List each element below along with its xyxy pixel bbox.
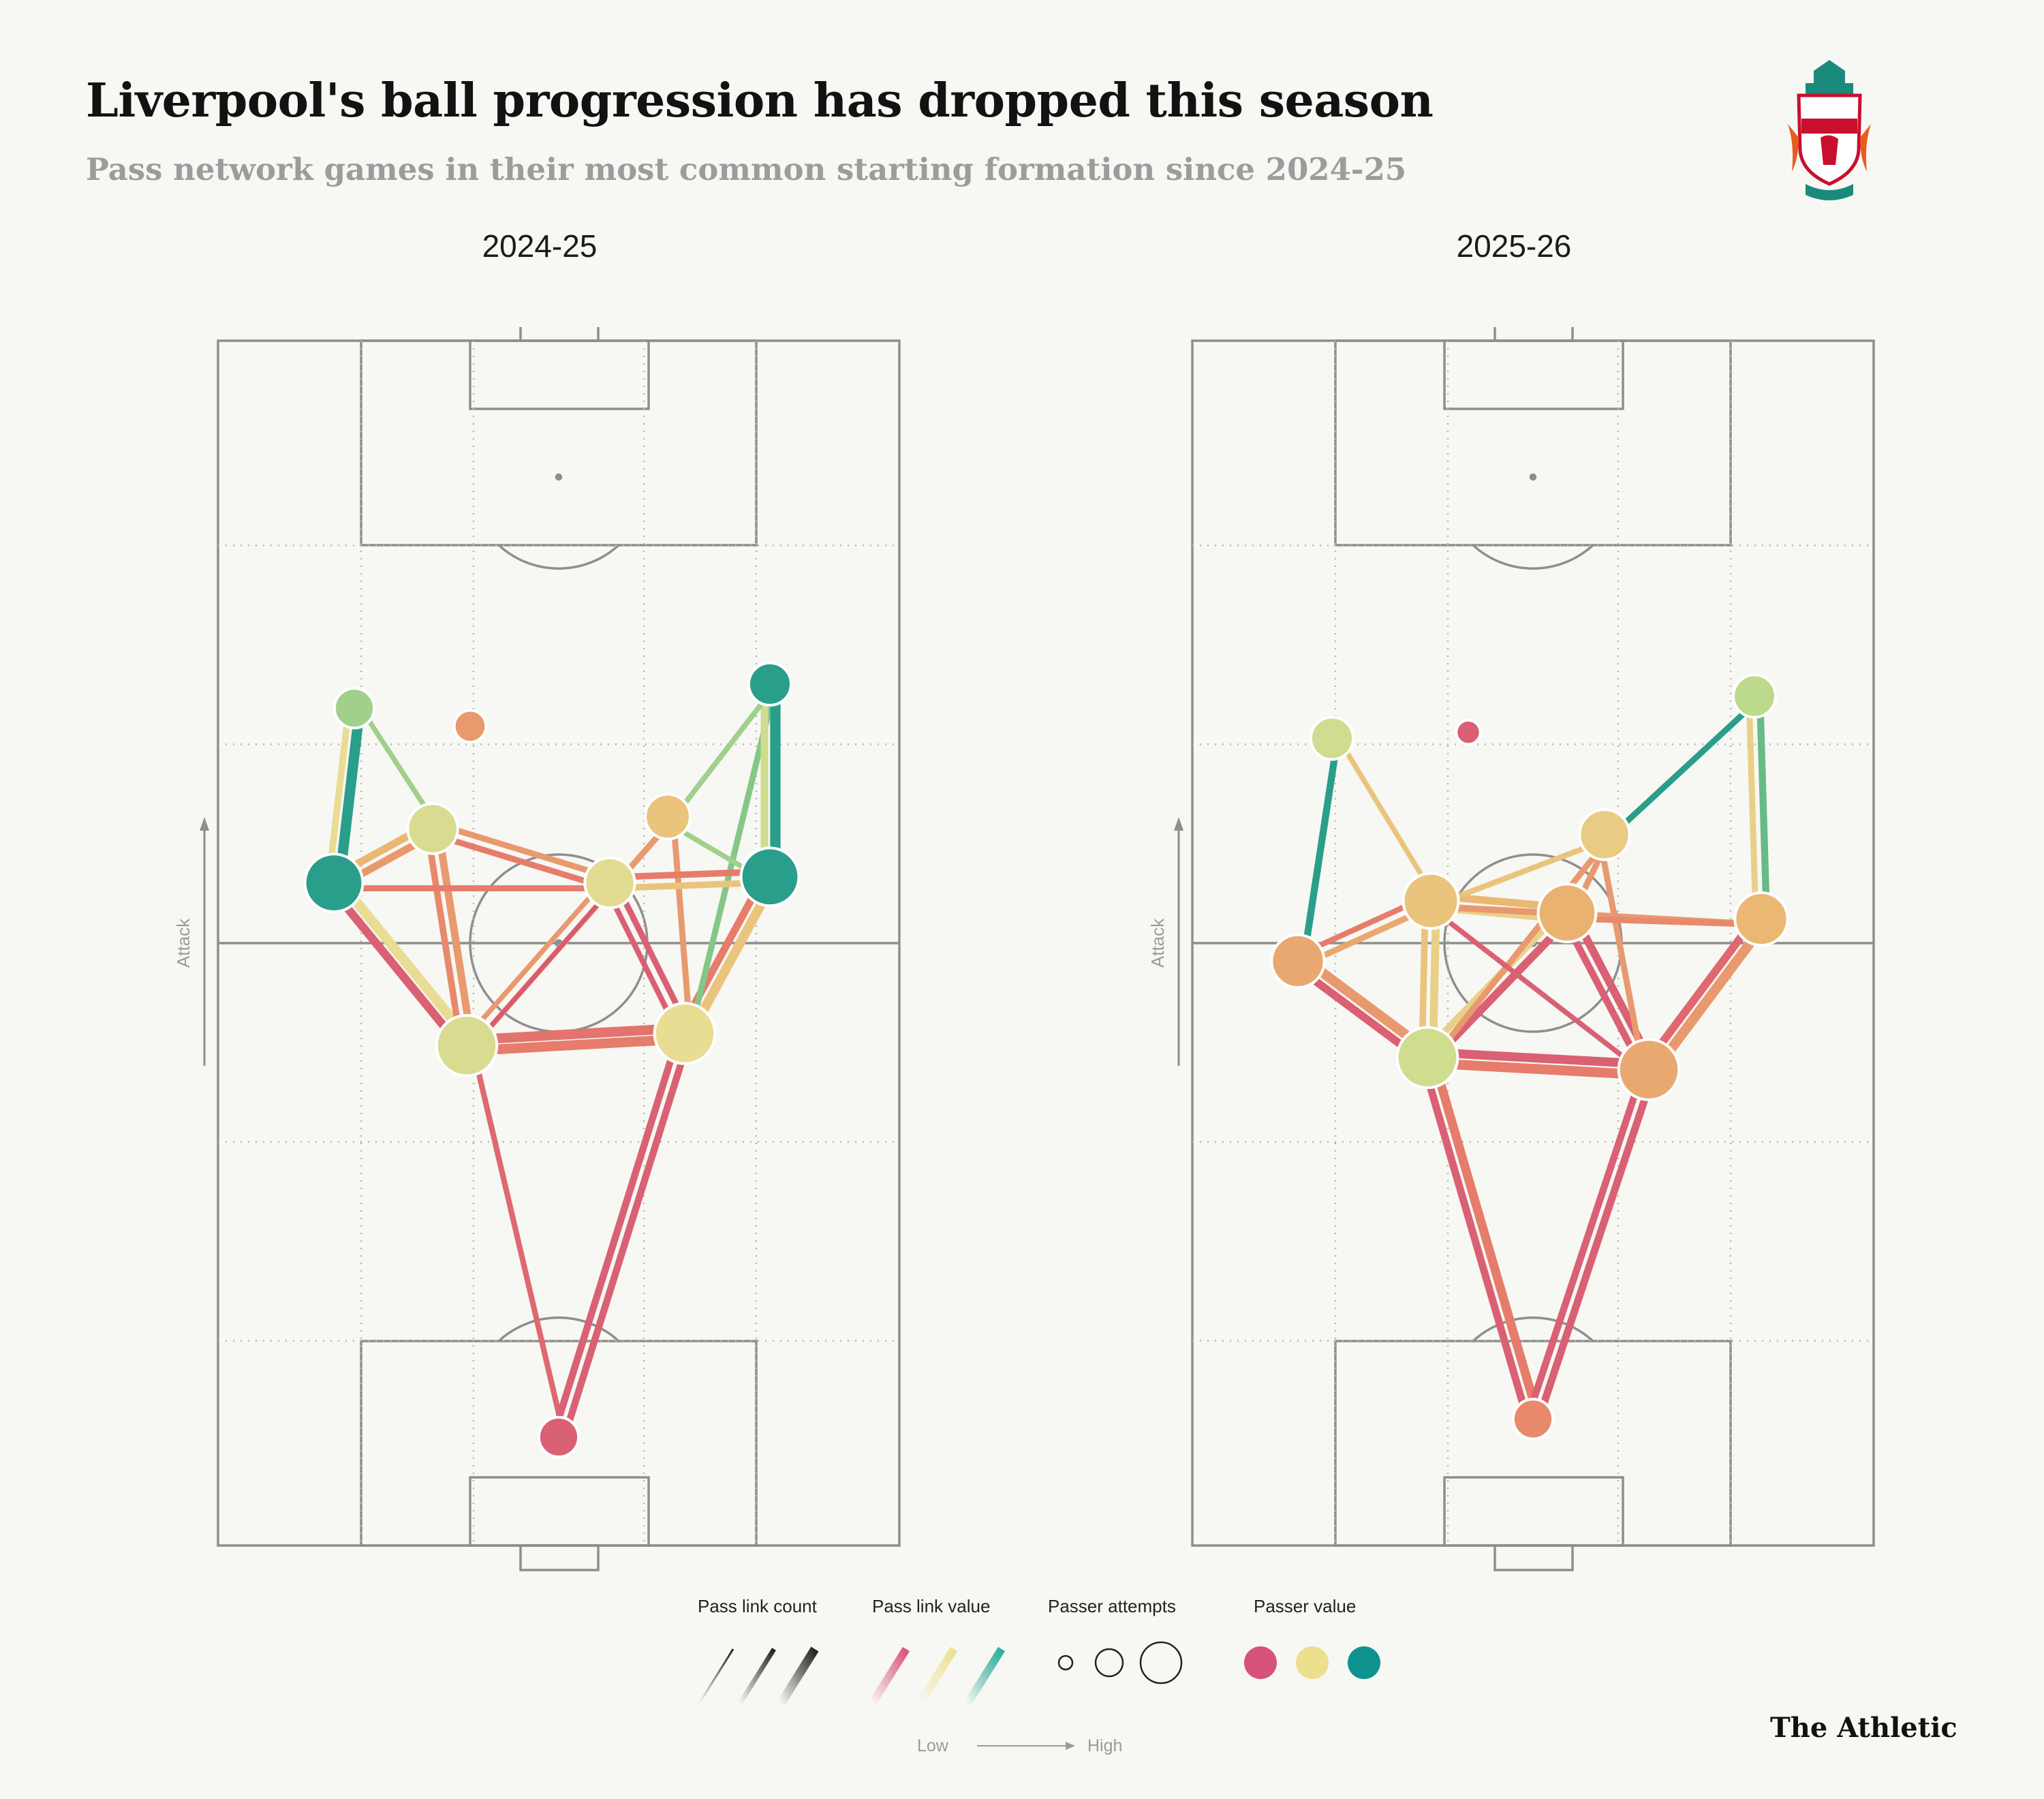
player-node-lb <box>303 852 365 913</box>
pass-link-rcm-rw <box>670 686 777 822</box>
pass-link-cm-rb <box>1566 915 1761 928</box>
player-node-lb <box>1270 933 1326 989</box>
player-node-rcb <box>653 1002 717 1065</box>
player-node-rcb <box>1617 1038 1681 1101</box>
player-node-rw <box>747 661 792 707</box>
pitch-2025-26: Attack <box>1147 327 1875 1571</box>
legend-link-value-label: Pass link value <box>872 1596 991 1616</box>
attack-indicator: Attack <box>1147 817 1183 1066</box>
link-value-mid-swatch <box>916 1646 958 1706</box>
pass-link-lcm-lw <box>1334 734 1438 900</box>
pass-link-rcm-rcb <box>1596 835 1647 1071</box>
the-athletic-logo: The Athletic <box>1770 1712 1957 1744</box>
season-title-2024-25: 2024-25 <box>482 228 598 264</box>
player-node-st <box>1455 718 1482 746</box>
pass-link-lcb-rcb <box>467 1034 685 1056</box>
legend-high-label: High <box>1087 1736 1123 1755</box>
pass-link-lcb-cm <box>1428 914 1574 1064</box>
pass-link-rcb-rcm <box>670 816 694 1034</box>
passer-value-low-dot <box>1244 1646 1277 1679</box>
pass-link-lcb-lb <box>334 876 475 1045</box>
attack-label: Attack <box>173 918 193 968</box>
link-value-high-swatch <box>963 1646 1006 1706</box>
legend-link-count-label: Pass link count <box>698 1596 817 1616</box>
player-node-lcb <box>435 1013 499 1077</box>
pass-link-lcb-gk <box>1419 1058 1532 1422</box>
season-title-2025-26: 2025-26 <box>1456 228 1572 264</box>
pass-link-lcb-rcb <box>1427 1058 1649 1080</box>
pass-link-lb-lw <box>1299 738 1341 963</box>
legend-low-label: Low <box>917 1736 948 1755</box>
passer-nodes <box>303 661 801 1458</box>
pass-link-lcm-rcb <box>1425 903 1647 1076</box>
passer-value-high-dot <box>1348 1646 1380 1679</box>
passer-value-mid-dot <box>1296 1646 1329 1679</box>
pass-links <box>325 683 781 1440</box>
legend-link-value-swatches <box>868 1646 1006 1706</box>
pass-link-lcm-cm <box>430 831 609 891</box>
passer-nodes <box>1270 673 1789 1441</box>
player-node-rcm <box>1578 808 1631 861</box>
player-node-cm <box>583 856 636 910</box>
pass-link-gk-lcb <box>469 1043 567 1436</box>
pass-link-lcb-lcm <box>434 827 476 1045</box>
pass-link-cm-lcb <box>461 877 608 1044</box>
attempts-low-circle <box>1057 1655 1074 1671</box>
legend-passer-value-label: Passer value <box>1254 1596 1357 1616</box>
player-node-lw <box>1310 716 1354 761</box>
pass-link-rcb-lcb <box>466 1023 685 1045</box>
legend-arrow <box>977 1742 1075 1750</box>
pass-link-cm-lcm <box>433 820 613 881</box>
pass-link-gk-rcb <box>560 1034 694 1440</box>
pitch-grid <box>218 341 899 1546</box>
pass-link-rcb-gk <box>1524 1066 1647 1419</box>
pass-link-lb-lcb <box>326 883 466 1052</box>
pass-link-rcb-lcb <box>1427 1047 1650 1069</box>
link-count-mid-swatch <box>738 1648 776 1705</box>
link-count-high-swatch <box>777 1646 819 1706</box>
pass-link-lcm-lcb <box>424 829 465 1047</box>
player-node-cm <box>1536 882 1598 944</box>
legend-passer-attempts-swatches <box>1057 1641 1183 1685</box>
player-node-gk <box>537 1415 580 1458</box>
pass-link-lcb-rcm <box>1429 836 1611 1063</box>
liverpool-crest-logo <box>1788 60 1871 200</box>
link-count-low-swatch <box>698 1648 734 1704</box>
legend-passer-attempts-label: Passer attempts <box>1048 1596 1176 1616</box>
page-subtitle: Pass network games in their most common … <box>86 151 1407 187</box>
player-node-lw <box>332 687 376 730</box>
player-node-rw <box>1732 673 1777 719</box>
player-node-lcb <box>1395 1026 1459 1090</box>
pass-link-gk-rcb <box>1534 1070 1658 1422</box>
attack-label: Attack <box>1147 918 1168 968</box>
player-node-lcm <box>1402 872 1460 930</box>
player-node-rb <box>1733 891 1789 947</box>
page-title: Liverpool's ball progression has dropped… <box>86 74 1434 128</box>
pass-link-gk-lcb <box>1428 1054 1543 1419</box>
player-node-rcm <box>644 793 692 841</box>
attempts-high-circle <box>1139 1641 1183 1685</box>
player-node-st <box>452 709 488 744</box>
legend-link-count-swatches <box>698 1646 819 1706</box>
pitch-grid <box>1192 341 1874 1546</box>
link-value-low-swatch <box>868 1646 910 1706</box>
player-node-gk <box>1511 1398 1555 1441</box>
pass-link-rcb-rb <box>1649 919 1770 1076</box>
pass-link-rb-rcb <box>1641 913 1761 1069</box>
pass-link-rcm-rw <box>1606 698 1761 842</box>
pass-links <box>1292 696 1771 1422</box>
player-node-rb <box>739 846 801 908</box>
pass-link-rb-rw <box>1756 696 1771 919</box>
attack-indicator: Attack <box>173 817 209 1066</box>
pass-link-rcb-gk <box>550 1030 683 1437</box>
pass-link-lcm-rcm <box>1431 837 1608 909</box>
attempts-mid-circle <box>1094 1648 1124 1678</box>
pitch-2024-25: Attack <box>173 327 901 1571</box>
pass-link-rw-rb <box>1746 696 1759 920</box>
legend-passer-value-swatches <box>1244 1646 1380 1679</box>
player-node-lcm <box>406 802 459 855</box>
